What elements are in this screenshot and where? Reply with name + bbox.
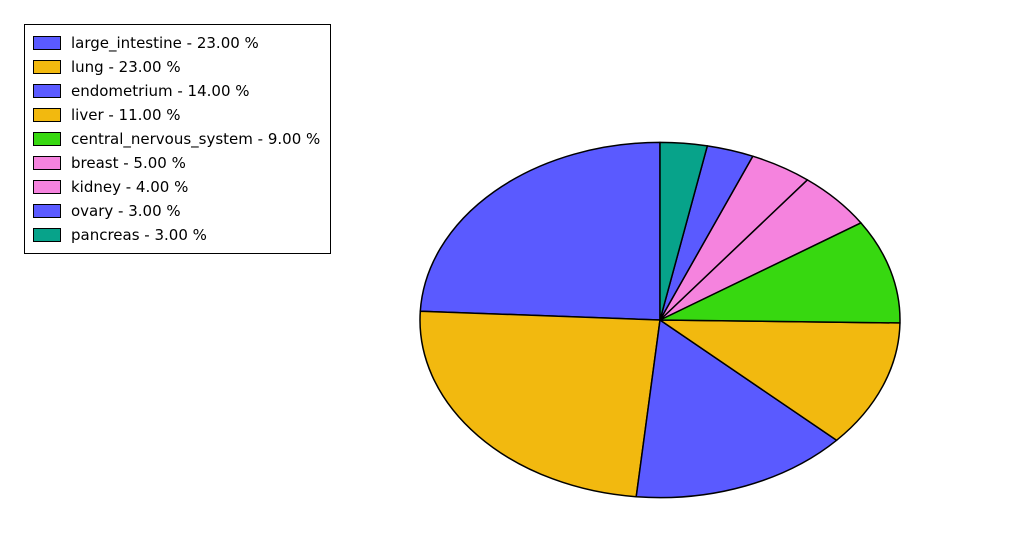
pie-slice-large_intestine [420, 142, 660, 320]
pie-slice-lung [420, 311, 660, 497]
pie-chart [0, 0, 1013, 538]
